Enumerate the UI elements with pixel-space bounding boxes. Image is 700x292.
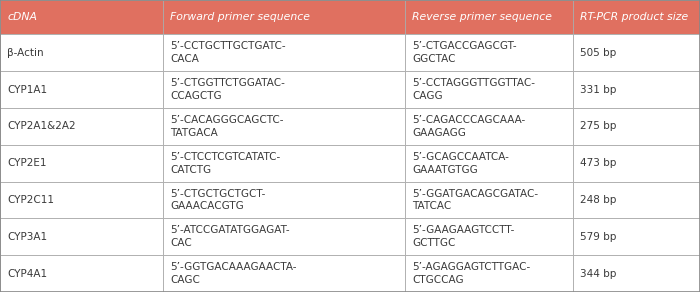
Text: CYP1A1: CYP1A1: [7, 85, 47, 95]
Bar: [163, 71, 405, 108]
Text: CYP3A1: CYP3A1: [7, 232, 47, 242]
Bar: [163, 0, 405, 34]
Bar: [573, 108, 700, 145]
Text: 5’-CAGACCCAGCAAA-
GAAGAGG: 5’-CAGACCCAGCAAA- GAAGAGG: [412, 115, 526, 138]
Text: 473 bp: 473 bp: [580, 158, 616, 168]
Bar: [0, 218, 163, 255]
Text: 5’-CCTAGGGTTGGTTAC-
CAGG: 5’-CCTAGGGTTGGTTAC- CAGG: [412, 78, 536, 101]
Text: RT-PCR product size: RT-PCR product size: [580, 12, 688, 22]
Text: 5’-GCAGCCAATCA-
GAAATGTGG: 5’-GCAGCCAATCA- GAAATGTGG: [412, 152, 509, 175]
Bar: [0, 182, 163, 218]
Bar: [0, 108, 163, 145]
Text: 344 bp: 344 bp: [580, 269, 616, 279]
Bar: [163, 218, 405, 255]
Bar: [0, 71, 163, 108]
Text: 248 bp: 248 bp: [580, 195, 616, 205]
Bar: [163, 255, 405, 292]
Text: CYP4A1: CYP4A1: [7, 269, 47, 279]
Bar: [163, 145, 405, 182]
Text: 5’-CCTGCTTGCTGATC-
CACA: 5’-CCTGCTTGCTGATC- CACA: [170, 41, 286, 64]
Bar: [573, 71, 700, 108]
Bar: [0, 255, 163, 292]
Bar: [405, 71, 573, 108]
Bar: [573, 182, 700, 218]
Text: 579 bp: 579 bp: [580, 232, 616, 242]
Text: 5’-CTGCTGCTGCT-
GAAACACGTG: 5’-CTGCTGCTGCT- GAAACACGTG: [170, 189, 265, 211]
Bar: [573, 255, 700, 292]
Bar: [163, 34, 405, 71]
Text: 5’-CTCCTCGTCATATC-
CATCTG: 5’-CTCCTCGTCATATC- CATCTG: [170, 152, 280, 175]
Text: Forward primer sequence: Forward primer sequence: [170, 12, 310, 22]
Bar: [405, 255, 573, 292]
Text: 505 bp: 505 bp: [580, 48, 616, 58]
Text: CYP2C11: CYP2C11: [7, 195, 54, 205]
Bar: [0, 34, 163, 71]
Text: 5’-CTGACCGAGCGT-
GGCTAC: 5’-CTGACCGAGCGT- GGCTAC: [412, 41, 517, 64]
Text: 275 bp: 275 bp: [580, 121, 616, 131]
Text: 5’-GAAGAAGTCCTT-
GCTTGC: 5’-GAAGAAGTCCTT- GCTTGC: [412, 225, 514, 248]
Text: 5’-CACAGGGCAGCTC-
TATGACA: 5’-CACAGGGCAGCTC- TATGACA: [170, 115, 284, 138]
Bar: [573, 34, 700, 71]
Text: 5’-ATCCGATATGGAGAT-
CAC: 5’-ATCCGATATGGAGAT- CAC: [170, 225, 290, 248]
Bar: [573, 145, 700, 182]
Text: 5’-GGTGACAAAGAACTA-
CAGC: 5’-GGTGACAAAGAACTA- CAGC: [170, 262, 297, 285]
Bar: [0, 145, 163, 182]
Bar: [0, 0, 163, 34]
Bar: [573, 0, 700, 34]
Bar: [405, 0, 573, 34]
Bar: [405, 182, 573, 218]
Text: CYP2A1&2A2: CYP2A1&2A2: [7, 121, 76, 131]
Bar: [163, 108, 405, 145]
Text: β-Actin: β-Actin: [7, 48, 43, 58]
Text: 5’-GGATGACAGCGATAC-
TATCAC: 5’-GGATGACAGCGATAC- TATCAC: [412, 189, 538, 211]
Text: cDNA: cDNA: [7, 12, 37, 22]
Bar: [163, 182, 405, 218]
Text: CYP2E1: CYP2E1: [7, 158, 46, 168]
Text: 5’-CTGGTTCTGGATAC-
CCAGCTG: 5’-CTGGTTCTGGATAC- CCAGCTG: [170, 78, 285, 101]
Bar: [405, 218, 573, 255]
Bar: [405, 145, 573, 182]
Bar: [573, 218, 700, 255]
Bar: [405, 34, 573, 71]
Text: 331 bp: 331 bp: [580, 85, 616, 95]
Text: 5’-AGAGGAGTCTTGAC-
CTGCCAG: 5’-AGAGGAGTCTTGAC- CTGCCAG: [412, 262, 531, 285]
Text: Reverse primer sequence: Reverse primer sequence: [412, 12, 552, 22]
Bar: [405, 108, 573, 145]
